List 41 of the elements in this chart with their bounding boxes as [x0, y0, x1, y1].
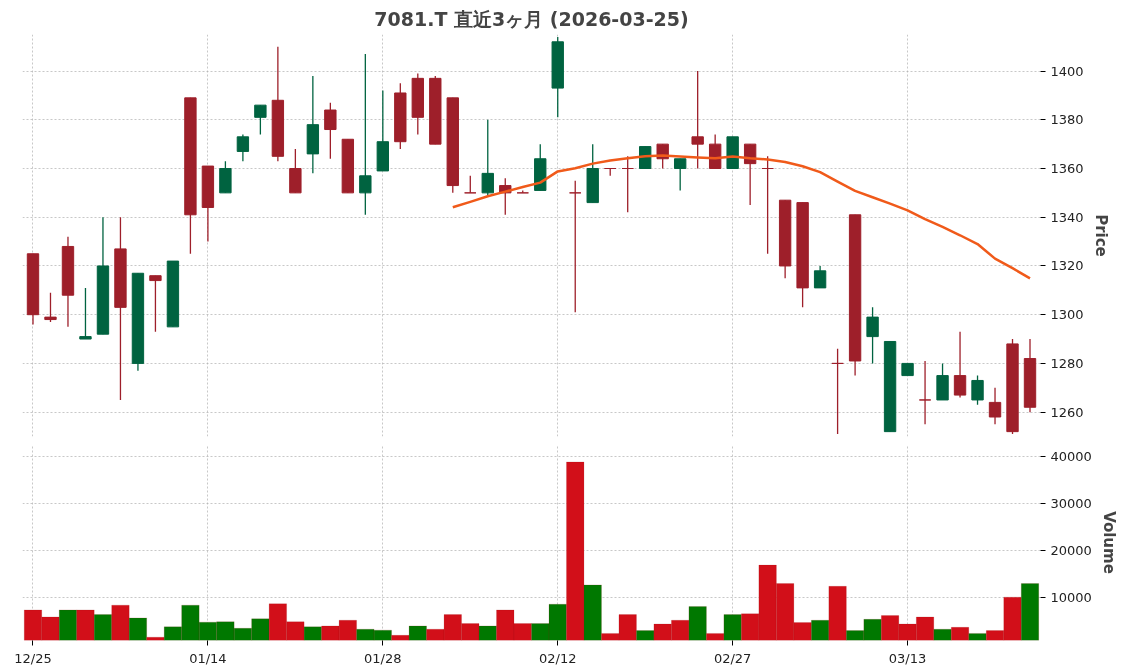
y-tick-label: 1280	[1050, 355, 1084, 371]
candlestick	[953, 331, 967, 399]
chart-title: 7081.T 直近3ヶ月 (2026-03-25)	[374, 7, 689, 30]
y-tick-label: 1340	[1050, 209, 1084, 225]
y-tick-label: 1320	[1050, 258, 1084, 274]
x-tick-label: 03/13	[888, 650, 927, 666]
candlestick	[254, 104, 267, 136]
candlestick	[691, 70, 704, 170]
y-tick-label: 1300	[1050, 307, 1084, 323]
y-axis-title: Price	[1091, 214, 1110, 257]
candlestick	[866, 306, 879, 365]
candlestick	[79, 287, 92, 340]
x-tick-label: 02/27	[713, 650, 752, 666]
x-tick-label: 01/28	[364, 650, 402, 666]
candlestick	[236, 133, 250, 162]
y-tick-label: 20000	[1050, 543, 1092, 559]
candlestick	[359, 53, 372, 216]
candlestick	[831, 348, 844, 435]
y-tick-label: 1400	[1050, 63, 1084, 79]
y-tick-label: 1360	[1050, 161, 1084, 176]
candlestick	[324, 102, 337, 160]
candlestick	[988, 387, 1002, 425]
candlestick	[971, 374, 984, 406]
candlestick	[481, 119, 494, 196]
y-tick-label: 1380	[1050, 112, 1084, 128]
y-tick-label: 40000	[1050, 448, 1092, 464]
candlestick	[569, 180, 582, 313]
candlestick	[813, 265, 827, 289]
candlestick	[918, 360, 932, 425]
x-tick-label: 02/12	[539, 650, 577, 666]
candlestick	[621, 155, 634, 213]
y-axis-title: Volume	[1099, 511, 1118, 574]
x-tick-label: 12/25	[14, 650, 52, 666]
candlestick	[761, 155, 774, 255]
y-tick-label: 1260	[1050, 404, 1084, 420]
y-tick-label: 30000	[1050, 495, 1092, 511]
candlestick	[673, 158, 687, 192]
y-tick-label: 10000	[1050, 590, 1092, 606]
x-tick-label: 01/14	[189, 650, 227, 666]
candlestick	[44, 292, 57, 323]
candlestick	[149, 275, 162, 333]
